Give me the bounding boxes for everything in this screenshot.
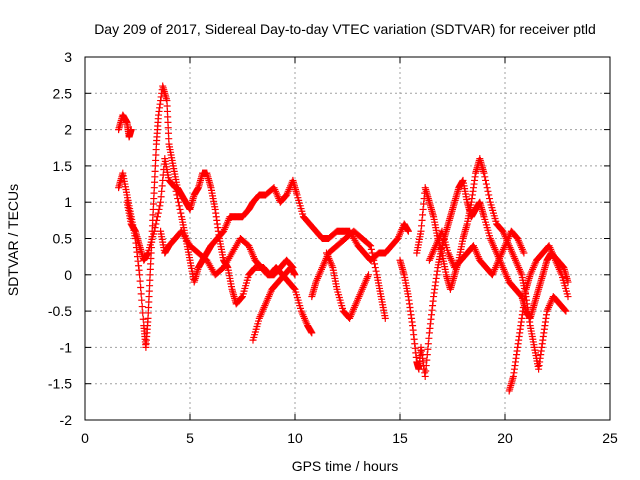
data-point [483,184,491,192]
data-point [561,306,569,314]
series-track-7 [323,249,372,322]
data-point [371,260,379,268]
data-point [154,209,162,217]
data-point [367,242,375,250]
data-point [174,195,182,203]
chart-title: Day 209 of 2017, Sidereal Day-to-day VTE… [94,21,596,37]
y-tick-label: 2.5 [53,85,73,101]
data-point [482,176,490,184]
data-point [370,256,378,264]
x-tick-label: 20 [497,430,513,446]
y-tick-label: -0.5 [48,303,72,319]
y-tick-label: -2 [60,412,73,428]
data-point [150,227,158,235]
data-point [176,205,184,213]
data-point [139,315,147,323]
y-tick-label: 2 [64,122,72,138]
y-tick-label: -1.5 [48,376,72,392]
data-point [151,224,159,232]
x-tick-label: 5 [186,430,194,446]
data-point [404,227,412,235]
data-point [564,293,572,301]
data-point [484,187,492,195]
data-point [238,293,246,301]
data-point [136,271,144,279]
data-point [486,195,494,203]
x-tick-label: 15 [392,430,408,446]
data-point [171,184,179,192]
data-point [480,169,488,177]
data-point [136,277,144,285]
y-tick-label: 1 [64,194,72,210]
data-point [371,264,379,272]
data-point [152,220,160,228]
y-tick-labels: -2 -1.5 -1 -0.5 0 0.5 1 1.5 2 2.5 3 [48,49,72,428]
data-point [127,126,135,134]
x-tick-labels: 0 5 10 15 20 25 [81,430,618,446]
x-tick-label: 10 [287,430,303,446]
y-tick-label: 0 [64,267,72,283]
series-track-5 [249,264,299,344]
data-point [137,290,145,298]
series-track-6 [308,227,389,322]
data-point [367,245,375,253]
data-point [153,213,161,221]
data-point [562,307,570,315]
data-point [290,284,298,292]
y-tick-label: 1.5 [53,158,73,174]
data-point [153,216,161,224]
data-point [174,198,182,206]
data-point [155,205,163,213]
data-point [564,278,572,286]
data-point [308,329,316,337]
y-tick-label: -1 [60,339,73,355]
data-point [138,296,146,304]
x-tick-label: 25 [602,430,618,446]
data-point [172,187,180,195]
data-point [520,249,528,257]
series-track-4 [157,227,297,279]
data-point [482,180,490,188]
data-point [372,267,380,275]
series-track-2 [115,82,316,351]
data-point [366,241,374,249]
data-point [137,284,145,292]
x-tick-label: 0 [81,430,89,446]
data-point [173,191,181,199]
y-tick-label: 3 [64,49,72,65]
data-points [115,82,572,395]
data-point [291,271,299,279]
data-point [381,314,389,322]
data-point [365,271,372,279]
series-track-1 [115,111,135,141]
data-point [175,202,183,210]
series-track-11 [505,242,572,395]
series-track-9 [413,155,570,373]
data-point [177,209,185,217]
data-point [485,191,493,199]
data-point [481,173,489,181]
axis-ticks [84,56,611,421]
data-point [171,183,179,191]
series-track-10 [425,227,528,279]
data-point [138,303,146,311]
data-point [369,253,377,261]
data-point [156,202,164,210]
y-tick-label: 0.5 [53,231,73,247]
series-track-3 [123,155,412,286]
x-axis-label: GPS time / hours [292,458,399,474]
y-axis-label: SDTVAR / TECUs [5,184,21,296]
data-point [368,249,376,257]
